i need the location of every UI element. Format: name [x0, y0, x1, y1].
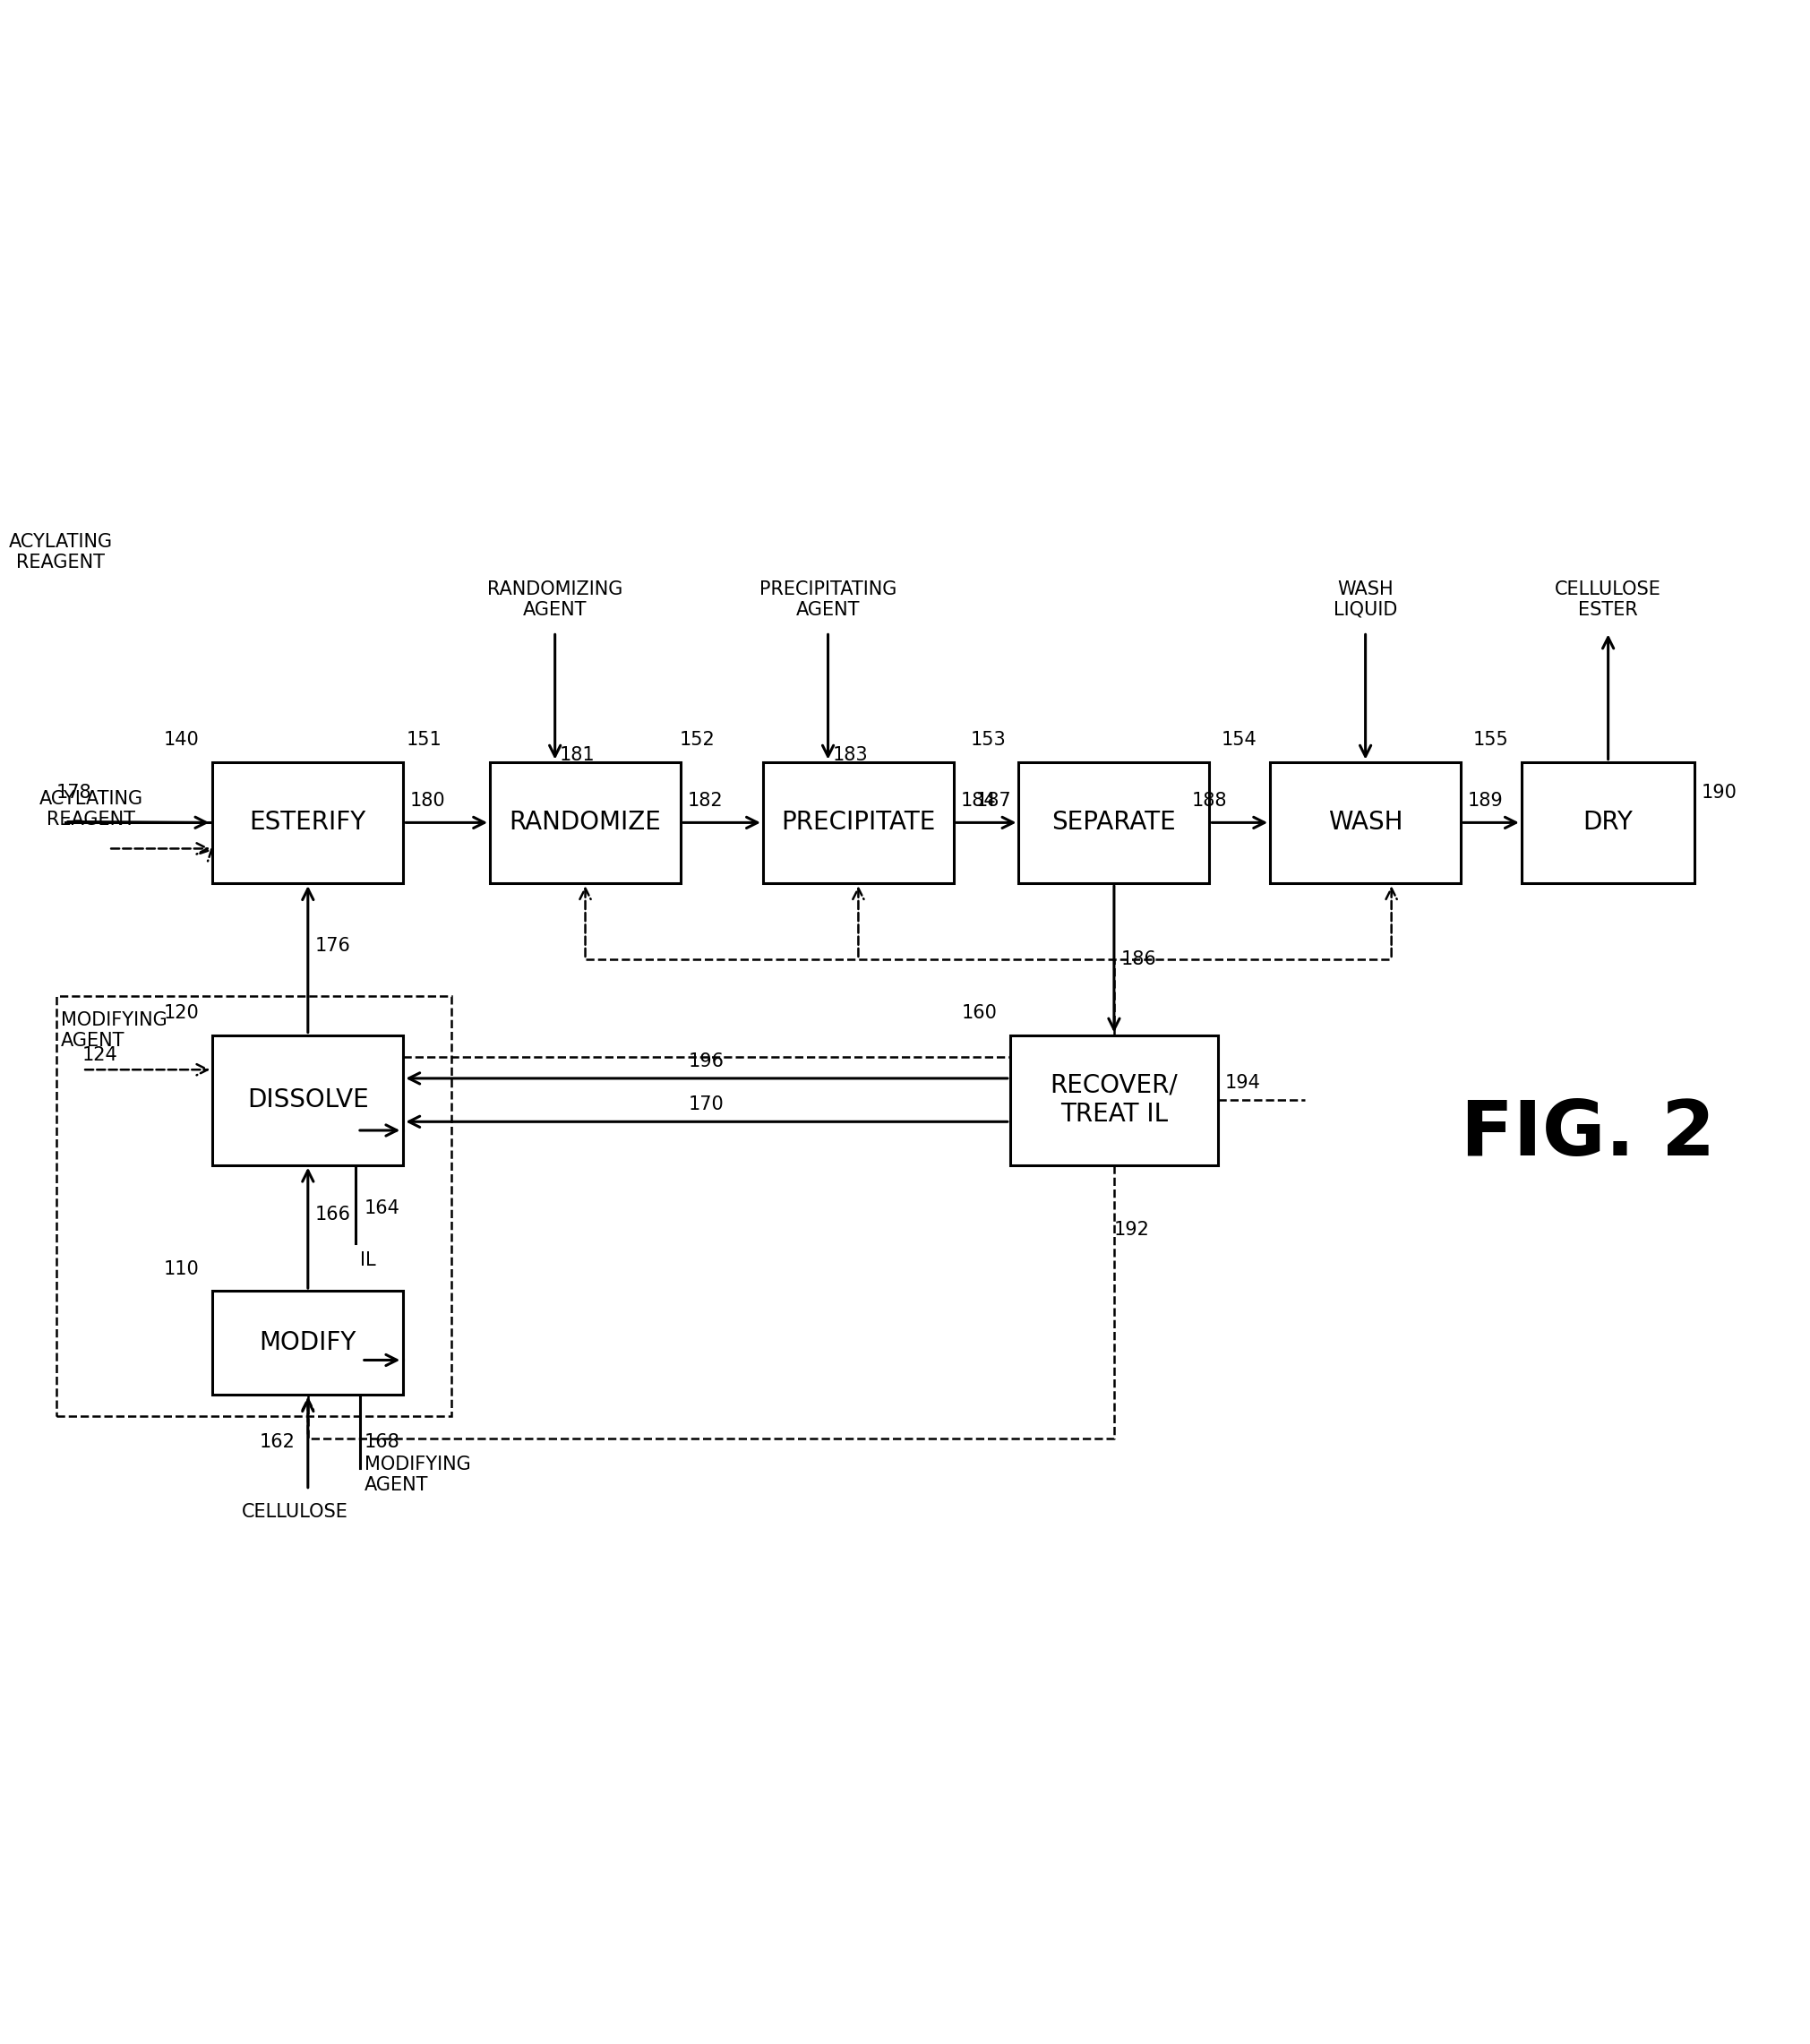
Text: 182: 182	[688, 791, 722, 809]
Text: RECOVER/
TREAT IL: RECOVER/ TREAT IL	[1050, 1073, 1178, 1126]
FancyBboxPatch shape	[212, 1034, 404, 1165]
Text: 187: 187	[976, 791, 1012, 809]
Text: RANDOMIZE: RANDOMIZE	[509, 809, 661, 836]
Text: 153: 153	[970, 732, 1006, 750]
Text: 152: 152	[681, 732, 715, 750]
Text: MODIFYING
AGENT: MODIFYING AGENT	[62, 1012, 167, 1051]
Text: 190: 190	[1701, 783, 1738, 801]
Text: DISSOLVE: DISSOLVE	[248, 1087, 369, 1112]
Text: DRY: DRY	[1584, 809, 1633, 836]
FancyBboxPatch shape	[1019, 762, 1209, 883]
Text: 186: 186	[1120, 950, 1157, 969]
Text: 181: 181	[559, 746, 595, 764]
Text: ACYLATING
REAGENT: ACYLATING REAGENT	[40, 791, 143, 830]
Text: 140: 140	[165, 732, 199, 750]
Text: 192: 192	[1115, 1220, 1149, 1239]
Text: 120: 120	[165, 1004, 199, 1022]
Text: 176: 176	[315, 938, 351, 955]
Text: 164: 164	[364, 1200, 400, 1218]
Text: 180: 180	[411, 791, 445, 809]
FancyBboxPatch shape	[212, 1290, 404, 1394]
Text: CELLULOSE
ESTER: CELLULOSE ESTER	[1555, 580, 1662, 619]
FancyBboxPatch shape	[1271, 762, 1461, 883]
Text: 196: 196	[690, 1053, 724, 1069]
Text: WASH: WASH	[1329, 809, 1403, 836]
Text: MODIFY: MODIFY	[259, 1331, 357, 1355]
Text: ACYLATING
REAGENT: ACYLATING REAGENT	[9, 533, 112, 570]
FancyBboxPatch shape	[1522, 762, 1694, 883]
Text: 124: 124	[83, 1047, 118, 1063]
Text: 189: 189	[1468, 791, 1504, 809]
FancyBboxPatch shape	[212, 762, 404, 883]
Text: 170: 170	[690, 1096, 724, 1114]
Text: 168: 168	[364, 1433, 400, 1451]
Text: 110: 110	[165, 1259, 199, 1278]
Text: SEPARATE: SEPARATE	[1052, 809, 1176, 836]
Text: 188: 188	[1191, 791, 1227, 809]
Text: 194: 194	[1225, 1073, 1262, 1091]
Text: 154: 154	[1222, 732, 1258, 750]
Text: 183: 183	[833, 746, 867, 764]
FancyBboxPatch shape	[1010, 1034, 1218, 1165]
Text: 151: 151	[407, 732, 442, 750]
Text: 184: 184	[961, 791, 996, 809]
Text: PRECIPITATE: PRECIPITATE	[782, 809, 936, 836]
Text: ESTERIFY: ESTERIFY	[250, 809, 366, 836]
FancyBboxPatch shape	[491, 762, 681, 883]
Text: 155: 155	[1473, 732, 1508, 750]
Text: 178: 178	[56, 783, 92, 801]
Text: 160: 160	[961, 1004, 997, 1022]
Text: IL: IL	[360, 1251, 376, 1269]
Text: FIG. 2: FIG. 2	[1461, 1098, 1716, 1171]
Text: CELLULOSE: CELLULOSE	[243, 1502, 348, 1521]
Text: 162: 162	[259, 1433, 295, 1451]
FancyBboxPatch shape	[764, 762, 954, 883]
Text: PRECIPITATING
AGENT: PRECIPITATING AGENT	[760, 580, 896, 619]
Text: RANDOMIZING
AGENT: RANDOMIZING AGENT	[487, 580, 623, 619]
Text: WASH
LIQUID: WASH LIQUID	[1334, 580, 1397, 619]
Text: 166: 166	[315, 1206, 351, 1224]
Text: MODIFYING
AGENT: MODIFYING AGENT	[364, 1455, 471, 1494]
